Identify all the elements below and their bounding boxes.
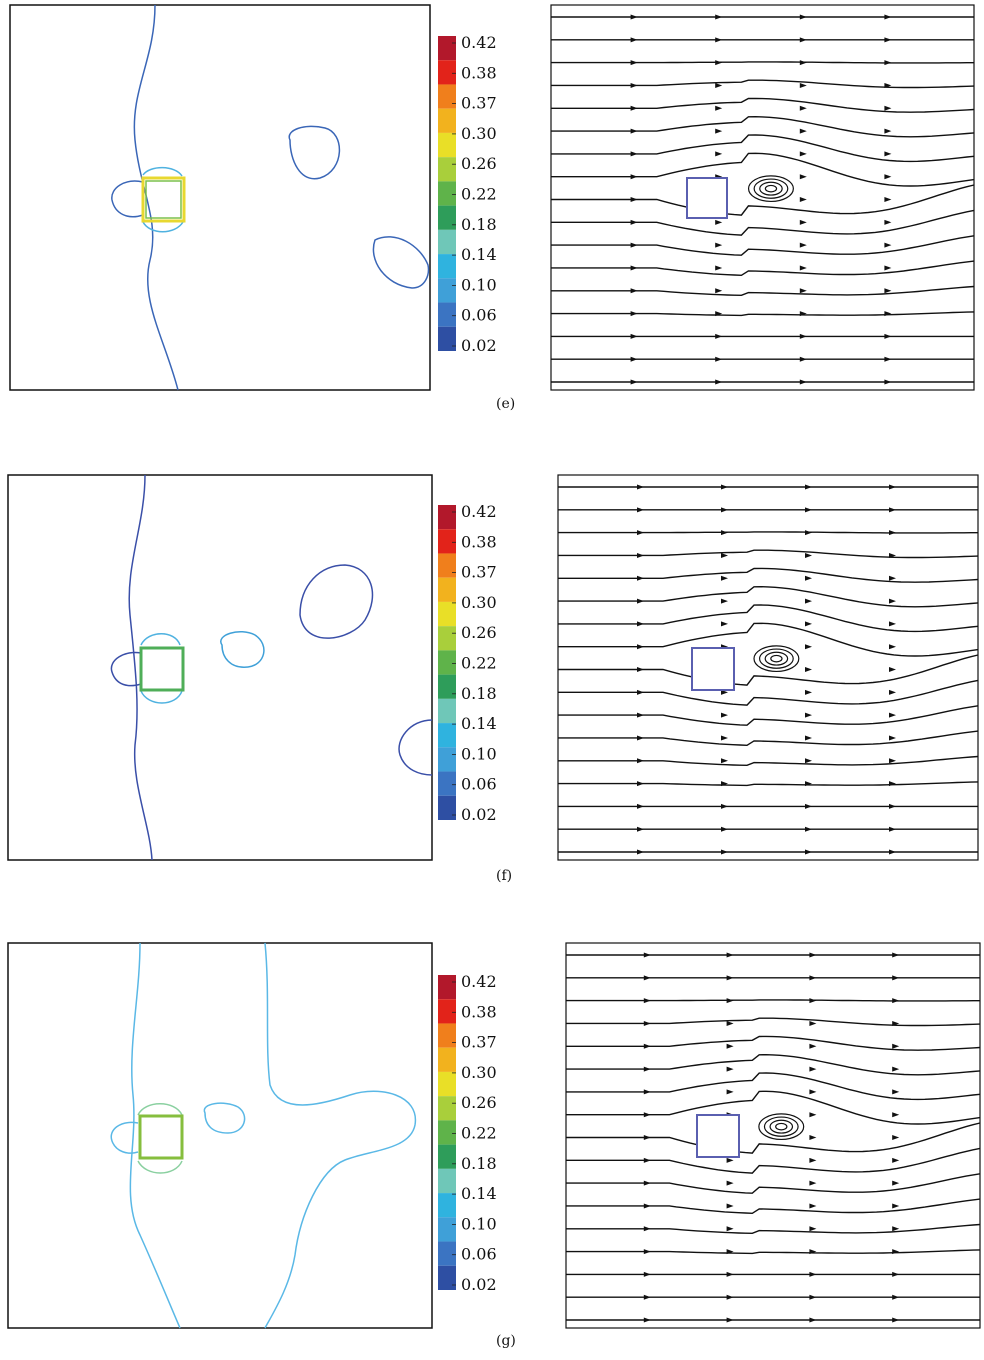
colorbar-label: 0.22 (461, 1124, 497, 1143)
colorbar-segment (438, 553, 456, 577)
colorbar-label: 0.38 (461, 532, 497, 551)
panel-label: (e) (496, 396, 515, 412)
colorbar-segment (438, 747, 456, 771)
colorbar-segment (438, 206, 456, 230)
colorbar-segment (438, 1023, 456, 1047)
contour-frame (10, 5, 430, 390)
colorbar-label: 0.06 (461, 306, 497, 325)
colorbar-segment (438, 1096, 456, 1120)
colorbar-segment (438, 602, 456, 626)
colorbar-segment (438, 303, 456, 327)
colorbar-segment (438, 1120, 456, 1144)
panel-f: 0.42 0.38 0.37 0.30 0.26 0.22 0.18 0.14 0.10 0.06… (0, 465, 984, 895)
colorbar-label: 0.42 (461, 502, 497, 521)
colorbar-segment (438, 999, 456, 1023)
colorbar: 0.42 0.38 0.37 0.30 0.26 0.22 0.18 0.14 0.10 0.06… (438, 502, 497, 824)
panel-e: 0.42 0.38 0.37 0.30 0.26 0.22 0.18 0.14 0.10 0.06… (0, 0, 984, 420)
colorbar-segment (438, 1145, 456, 1169)
colorbar-segment (438, 1217, 456, 1241)
colorbar-label: 0.42 (461, 972, 497, 991)
panel-label: (g) (496, 1333, 516, 1349)
colorbar-label: 0.37 (461, 563, 497, 582)
colorbar-label: 0.10 (461, 275, 497, 294)
contour-frame (8, 943, 432, 1328)
colorbar-label: 0.02 (461, 336, 497, 355)
colorbar-segment (438, 626, 456, 650)
colorbar-segment (438, 157, 456, 181)
colorbar-label: 0.22 (461, 185, 497, 204)
colorbar-segment (438, 1169, 456, 1193)
colorbar-label: 0.18 (461, 684, 497, 703)
colorbar-label: 0.42 (461, 33, 497, 52)
panel-g-graphics: 0.42 0.38 0.37 0.30 0.26 0.22 0.18 0.14 0.10 0.06… (0, 935, 984, 1360)
colorbar-segment (438, 796, 456, 820)
colorbar-segment (438, 1072, 456, 1096)
colorbar-label: 0.26 (461, 1093, 497, 1112)
colorbar-label: 0.30 (461, 124, 497, 143)
colorbar-label: 0.18 (461, 1154, 497, 1173)
colorbar-segment (438, 109, 456, 133)
colorbar-label: 0.37 (461, 94, 497, 113)
colorbar-label: 0.22 (461, 654, 497, 673)
colorbar-label: 0.06 (461, 1245, 497, 1264)
colorbar-label: 0.26 (461, 154, 497, 173)
colorbar-segment (438, 230, 456, 254)
colorbar-segment (438, 975, 456, 999)
colorbar-label: 0.14 (461, 714, 497, 733)
colorbar-label: 0.26 (461, 623, 497, 642)
streamline-obstacle (692, 648, 734, 690)
colorbar-segment (438, 278, 456, 302)
colorbar-label: 0.30 (461, 593, 497, 612)
colorbar-segment (438, 327, 456, 351)
colorbar-segment (438, 84, 456, 108)
colorbar-segment (438, 1193, 456, 1217)
panel-e-graphics: 0.42 0.38 0.37 0.30 0.26 0.22 0.18 0.14 0.10 0.06… (0, 0, 984, 420)
colorbar-label: 0.06 (461, 775, 497, 794)
colorbar: 0.42 0.38 0.37 0.30 0.26 0.22 0.18 0.14 0.10 0.06… (438, 972, 497, 1294)
colorbar-segment (438, 650, 456, 674)
panel-label: (f) (496, 868, 512, 884)
colorbar-label: 0.10 (461, 1214, 497, 1233)
colorbar-label: 0.38 (461, 63, 497, 82)
colorbar-segment (438, 772, 456, 796)
colorbar-label: 0.02 (461, 1275, 497, 1294)
colorbar-label: 0.14 (461, 1184, 497, 1203)
colorbar-segment (438, 254, 456, 278)
colorbar-label: 0.38 (461, 1002, 497, 1021)
colorbar-segment (438, 1266, 456, 1290)
colorbar-label: 0.30 (461, 1063, 497, 1082)
colorbar-segment (438, 133, 456, 157)
colorbar-segment (438, 578, 456, 602)
colorbar-segment (438, 675, 456, 699)
colorbar-segment (438, 60, 456, 84)
colorbar-segment (438, 181, 456, 205)
colorbar-label: 0.10 (461, 744, 497, 763)
streamline-obstacle (687, 178, 727, 218)
colorbar-segment (438, 1242, 456, 1266)
colorbar-label: 0.18 (461, 215, 497, 234)
contour-frame (8, 475, 432, 860)
colorbar-label: 0.37 (461, 1033, 497, 1052)
colorbar-segment (438, 529, 456, 553)
colorbar-segment (438, 699, 456, 723)
colorbar-label: 0.14 (461, 245, 497, 264)
streamline-obstacle (697, 1115, 739, 1157)
colorbar: 0.42 0.38 0.37 0.30 0.26 0.22 0.18 0.14 0.10 0.06… (438, 33, 497, 355)
colorbar-label: 0.02 (461, 805, 497, 824)
colorbar-segment (438, 505, 456, 529)
panel-f-graphics: 0.42 0.38 0.37 0.30 0.26 0.22 0.18 0.14 0.10 0.06… (0, 465, 984, 895)
panel-g: 0.42 0.38 0.37 0.30 0.26 0.22 0.18 0.14 0.10 0.06… (0, 935, 984, 1360)
colorbar-segment (438, 1048, 456, 1072)
colorbar-segment (438, 36, 456, 60)
colorbar-segment (438, 723, 456, 747)
